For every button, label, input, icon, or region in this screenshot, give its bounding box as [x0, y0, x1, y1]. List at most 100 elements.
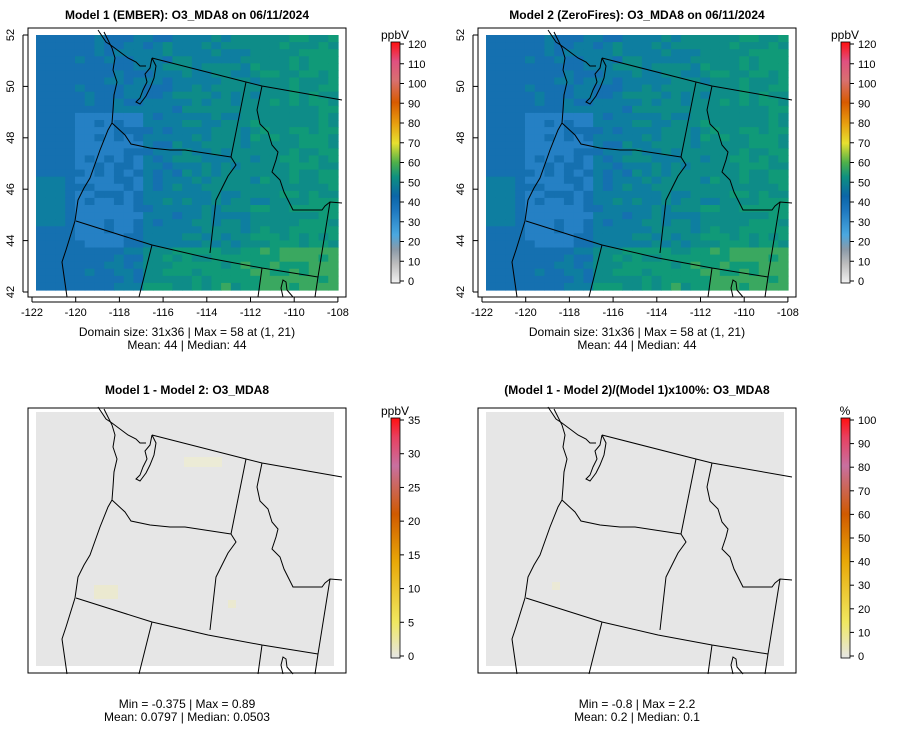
wa-or-border [561, 122, 682, 158]
grid-cell [758, 219, 770, 227]
grid-cell [279, 219, 290, 227]
grid-cell [269, 169, 281, 178]
grid-cell [495, 56, 507, 64]
grid-cell [211, 169, 222, 178]
grid-cell [299, 268, 310, 277]
grid-cell [505, 282, 516, 291]
grid-cell [36, 275, 47, 284]
grid-cell [612, 148, 623, 157]
grid-cell [299, 127, 310, 135]
grid-cell [152, 127, 164, 135]
grid-cell [632, 35, 643, 43]
grid-cell [768, 63, 779, 72]
grid-cell [486, 91, 497, 100]
grid-cell [768, 176, 779, 185]
grid-cell [554, 176, 565, 185]
grid-cell [133, 91, 144, 100]
grid-cell [84, 233, 96, 242]
grid-cell [680, 162, 692, 171]
grid-cell [680, 212, 692, 220]
colorbar-tick-label: 70 [408, 138, 420, 150]
grid-cell [318, 282, 329, 291]
grid-cell [710, 240, 721, 249]
grid-cell [36, 134, 47, 142]
grid-cell [260, 226, 271, 234]
grid-cell [143, 63, 154, 72]
grid-cell [680, 141, 692, 149]
grid-cell [554, 183, 565, 192]
grid-cell [544, 155, 555, 164]
colorbar-tick-label: 10 [858, 627, 870, 639]
grid-cell [45, 84, 57, 93]
grid-cell [612, 268, 623, 277]
grid-cell [602, 169, 614, 178]
grid-cell [505, 70, 516, 79]
grid-cell [583, 261, 594, 270]
grid-cell [250, 233, 261, 242]
grid-cell [230, 190, 242, 199]
grid-cell [65, 35, 76, 43]
grid-cell [729, 176, 740, 185]
grid-cell [632, 134, 643, 142]
grid-cell [602, 268, 614, 277]
grid-cell [661, 205, 672, 213]
grid-cell [143, 282, 154, 291]
grid-cell [671, 212, 682, 220]
grid-cell [554, 233, 565, 242]
grid-cell [172, 212, 183, 220]
grid-cell [123, 155, 135, 164]
grid-cell [143, 183, 154, 192]
grid-cell [55, 155, 66, 164]
grid-cell [768, 155, 779, 164]
grid-cell [710, 84, 721, 93]
grid-cell [84, 268, 96, 277]
ut-wy-border [764, 653, 769, 675]
grid-cell [544, 162, 555, 171]
grid-cell [172, 35, 183, 43]
grid-cell [45, 282, 57, 291]
grid-cell [201, 134, 212, 142]
grid-cell [622, 176, 633, 185]
grid-cell [690, 212, 701, 220]
grid-cell [593, 127, 604, 135]
grid-cell [84, 134, 96, 142]
grid-cell [602, 282, 614, 291]
grid-cell [113, 197, 125, 206]
grid-cell [505, 77, 516, 86]
vancouver-island [547, 29, 596, 67]
grid-cell [671, 190, 682, 199]
grid-cell [250, 91, 261, 100]
grid-cell [544, 77, 555, 86]
grid-cell [758, 268, 770, 277]
grid-cell [191, 42, 203, 50]
grid-cell [583, 183, 594, 192]
grid-cell [544, 226, 555, 234]
grid-cell [191, 268, 203, 277]
grid-cell [602, 63, 614, 72]
grid-cell [123, 42, 135, 50]
grid-cell [544, 98, 555, 107]
grid-cell [123, 134, 135, 142]
grid-cell [230, 268, 242, 277]
grid-cell [515, 254, 526, 263]
grid-cell [240, 98, 251, 107]
grid-cell [563, 190, 575, 199]
grid-cell [152, 56, 164, 64]
grid-cell [632, 212, 643, 220]
grid-cell [182, 49, 193, 57]
grid-cell [583, 49, 594, 57]
grid-cell [495, 197, 507, 206]
grid-cell [84, 77, 96, 86]
grid-cell [36, 77, 47, 86]
grid-cell [690, 282, 701, 291]
grid-cell [583, 169, 594, 178]
grid-cell [680, 197, 692, 206]
grid-cell [690, 49, 701, 57]
colorbar-tick-label: 110 [858, 59, 876, 71]
grid-cell [544, 49, 555, 57]
grid-cell [65, 70, 76, 79]
grid-cell [680, 148, 692, 157]
grid-cell [719, 261, 731, 270]
grid-cell [318, 42, 329, 50]
grid-cell [123, 176, 135, 185]
